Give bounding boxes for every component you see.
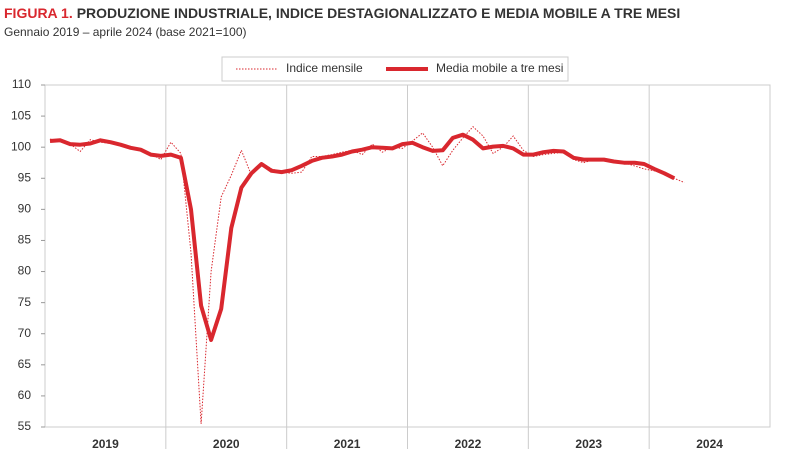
y-tick-label: 80 xyxy=(18,264,32,278)
legend-label: Media mobile a tre mesi xyxy=(436,61,563,75)
y-tick-label: 90 xyxy=(18,202,32,216)
y-tick-label: 70 xyxy=(18,326,32,340)
y-tick-label: 85 xyxy=(18,233,32,247)
chart-heading: FIGURA 1. PRODUZIONE INDUSTRIALE, INDICE … xyxy=(4,5,680,21)
chart-title: PRODUZIONE INDUSTRIALE, INDICE DESTAGION… xyxy=(77,5,681,21)
y-tick-label: 105 xyxy=(11,108,31,122)
y-tick-label: 110 xyxy=(12,77,31,91)
legend-label: Indice mensile xyxy=(286,61,363,75)
y-tick-label: 100 xyxy=(11,139,31,153)
x-tick-label: 2019 xyxy=(92,437,119,451)
y-tick-label: 55 xyxy=(18,419,32,433)
y-tick-label: 65 xyxy=(18,357,32,371)
y-tick-label: 60 xyxy=(18,388,32,402)
chart-subtitle: Gennaio 2019 – aprile 2024 (base 2021=10… xyxy=(4,25,247,39)
y-tick-label: 95 xyxy=(18,170,32,184)
x-tick-label: 2020 xyxy=(213,437,240,451)
series-line xyxy=(49,132,676,342)
x-tick-label: 2022 xyxy=(455,437,482,451)
x-tick-label: 2021 xyxy=(334,437,361,451)
y-tick-label: 75 xyxy=(18,295,32,309)
x-tick-label: 2024 xyxy=(696,437,723,451)
x-tick-label: 2023 xyxy=(575,437,602,451)
figure-label: FIGURA 1. xyxy=(4,5,73,21)
